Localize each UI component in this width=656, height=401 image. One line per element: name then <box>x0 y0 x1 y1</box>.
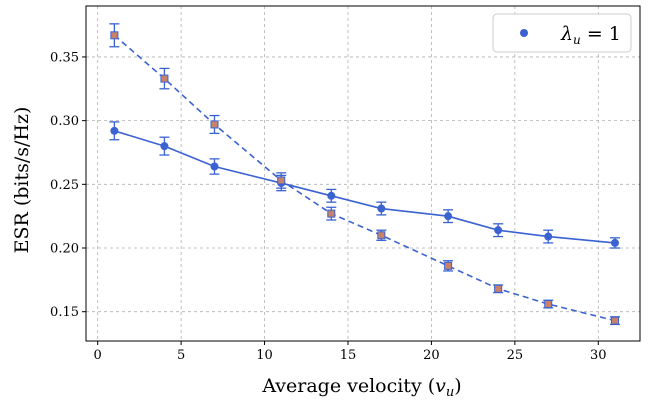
x-tick-label: 10 <box>256 348 273 363</box>
legend-box <box>492 13 632 53</box>
data-point <box>610 316 619 325</box>
series-2 <box>109 23 620 326</box>
data-point <box>377 204 386 213</box>
x-tick-label: 0 <box>94 348 102 363</box>
data-point <box>160 74 169 83</box>
y-tick-label: 0.35 <box>50 50 79 65</box>
grid-lines <box>86 6 640 341</box>
y-axis-title: ESR (bits/s/Hz) <box>11 107 33 254</box>
x-axis-title: Average velocity (vu) <box>261 375 461 400</box>
data-point <box>444 212 453 221</box>
series-layer <box>109 23 620 326</box>
y-tick-label: 0.25 <box>50 178 79 193</box>
y-tick-label: 0.20 <box>50 242 79 257</box>
plot-frame <box>85 5 641 342</box>
data-point <box>327 209 336 218</box>
y-tick-label: 0.15 <box>50 305 79 320</box>
data-point <box>494 226 503 235</box>
x-tick-label: 30 <box>590 348 607 363</box>
series-1 <box>109 121 620 249</box>
series-line <box>114 130 616 244</box>
data-point <box>160 142 169 151</box>
axis-ticks: 0 5 10 15 20 25 30 0.15 0.20 0.25 0.30 0.35 <box>50 50 607 363</box>
data-point <box>610 238 619 247</box>
data-point <box>544 300 553 309</box>
legend-label: λu = 1 <box>560 23 621 47</box>
data-point <box>327 191 336 200</box>
data-point <box>377 231 386 240</box>
x-tick-label: 20 <box>423 348 440 363</box>
x-tick-label: 15 <box>340 348 357 363</box>
x-tick-label: 25 <box>507 348 524 363</box>
data-point <box>210 162 219 171</box>
data-point <box>444 261 453 270</box>
x-tick-label: 5 <box>177 348 185 363</box>
y-tick-label: 0.30 <box>50 114 79 129</box>
data-point <box>544 232 553 241</box>
data-point <box>277 176 286 185</box>
data-point <box>110 31 119 40</box>
data-point <box>110 126 119 135</box>
legend-marker <box>520 29 528 37</box>
data-point <box>210 120 219 129</box>
series-line <box>113 34 616 322</box>
data-point <box>494 284 503 293</box>
legend: λu = 1 <box>492 13 632 53</box>
